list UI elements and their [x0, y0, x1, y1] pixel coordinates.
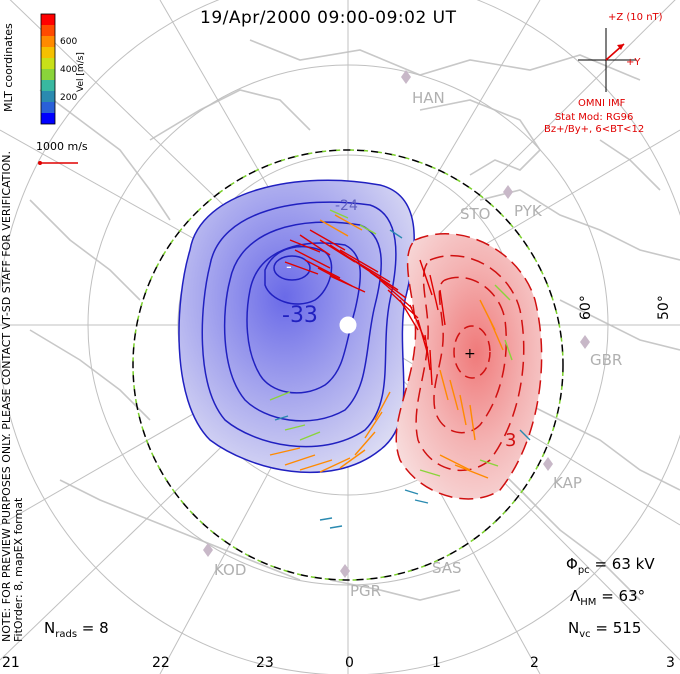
station-markers — [203, 70, 590, 578]
param-lambda-hm: ΛHM = 63° — [570, 587, 645, 608]
stat-model: Stat Mod: RG96 Bz+/By+, 6<BT<12 — [544, 112, 644, 136]
imf-source: OMNI IMF — [578, 98, 626, 109]
imf-clock — [578, 28, 636, 92]
param-nvc-symbol: N — [568, 619, 580, 637]
mlt-tick-2: 2 — [530, 655, 539, 671]
scale-arrow-origin — [38, 161, 42, 165]
station-han: HAN — [412, 89, 445, 107]
velocity-vectors — [269, 209, 531, 529]
colorbar-tick-600: 600 — [60, 37, 78, 47]
mlt-tick-22: 22 — [152, 655, 170, 671]
colorbar-tick-400: 400 — [60, 65, 78, 75]
station-sto: STO — [460, 205, 491, 223]
contour-label-dawn: 3 — [505, 430, 516, 451]
param-nrads-value: = 8 — [77, 619, 109, 637]
mlt-tick-0: 0 — [345, 655, 354, 671]
station-pgr: PGR — [350, 582, 381, 600]
param-nrads: Nrads = 8 — [44, 619, 109, 640]
dawn-cell — [395, 233, 543, 500]
mlt-tick-1: 1 — [432, 655, 441, 671]
imf-bz-label: +Z (10 nT) — [608, 12, 663, 23]
dusk-cell — [178, 179, 415, 474]
station-sas: SAS — [432, 559, 462, 577]
colorbar-label: Vel [m/s] — [76, 52, 86, 92]
param-nvc-value: = 515 — [590, 619, 642, 637]
stat-model-line1: Stat Mod: RG96 — [554, 112, 634, 123]
map-title: 19/Apr/2000 09:00-09:02 UT — [200, 8, 457, 28]
param-phi-pc-symbol: Φ — [566, 555, 578, 573]
lat-label-50: 50° — [656, 295, 672, 320]
param-phi-pc-sub: pc — [577, 565, 590, 576]
param-lambda-symbol: Λ — [570, 587, 581, 605]
param-nvc: Nvc = 515 — [568, 619, 641, 640]
contour-label-outer: -24 — [335, 198, 358, 214]
hm-boundary — [132, 149, 564, 581]
colorbar — [40, 13, 56, 125]
pole-marker — [339, 316, 357, 334]
station-gbr: GBR — [590, 351, 622, 369]
mlt-tick-3: 3 — [666, 655, 675, 671]
station-pyk: PYK — [514, 202, 543, 220]
imf-by-label: +Y — [626, 57, 641, 68]
min-marker: - — [286, 257, 292, 276]
station-kod: KOD — [214, 561, 246, 579]
max-marker: + — [464, 346, 476, 362]
station-kap: KAP — [553, 474, 582, 492]
param-nrads-sub: rads — [55, 629, 78, 640]
colorbar-tick-200: 200 — [60, 93, 78, 103]
param-nvc-sub: vc — [579, 629, 591, 640]
param-lambda-sub: HM — [580, 597, 597, 608]
param-lambda-value: = 63° — [596, 587, 646, 605]
scale-label: 1000 m/s — [36, 140, 88, 153]
param-phi-pc: Φpc = 63 kV — [566, 555, 655, 576]
mlt-tick-21: 21 — [2, 655, 20, 671]
param-phi-pc-value: = 63 kV — [589, 555, 655, 573]
param-nrads-symbol: N — [44, 619, 56, 637]
stat-model-line2: Bz+/By+, 6<BT<12 — [544, 124, 645, 135]
mlt-tick-23: 23 — [256, 655, 274, 671]
fit-info: FitOrder: 8, mapEX format — [12, 497, 25, 642]
lat-label-60: 60° — [578, 295, 594, 320]
contour-label-dusk: -33 — [282, 303, 318, 328]
